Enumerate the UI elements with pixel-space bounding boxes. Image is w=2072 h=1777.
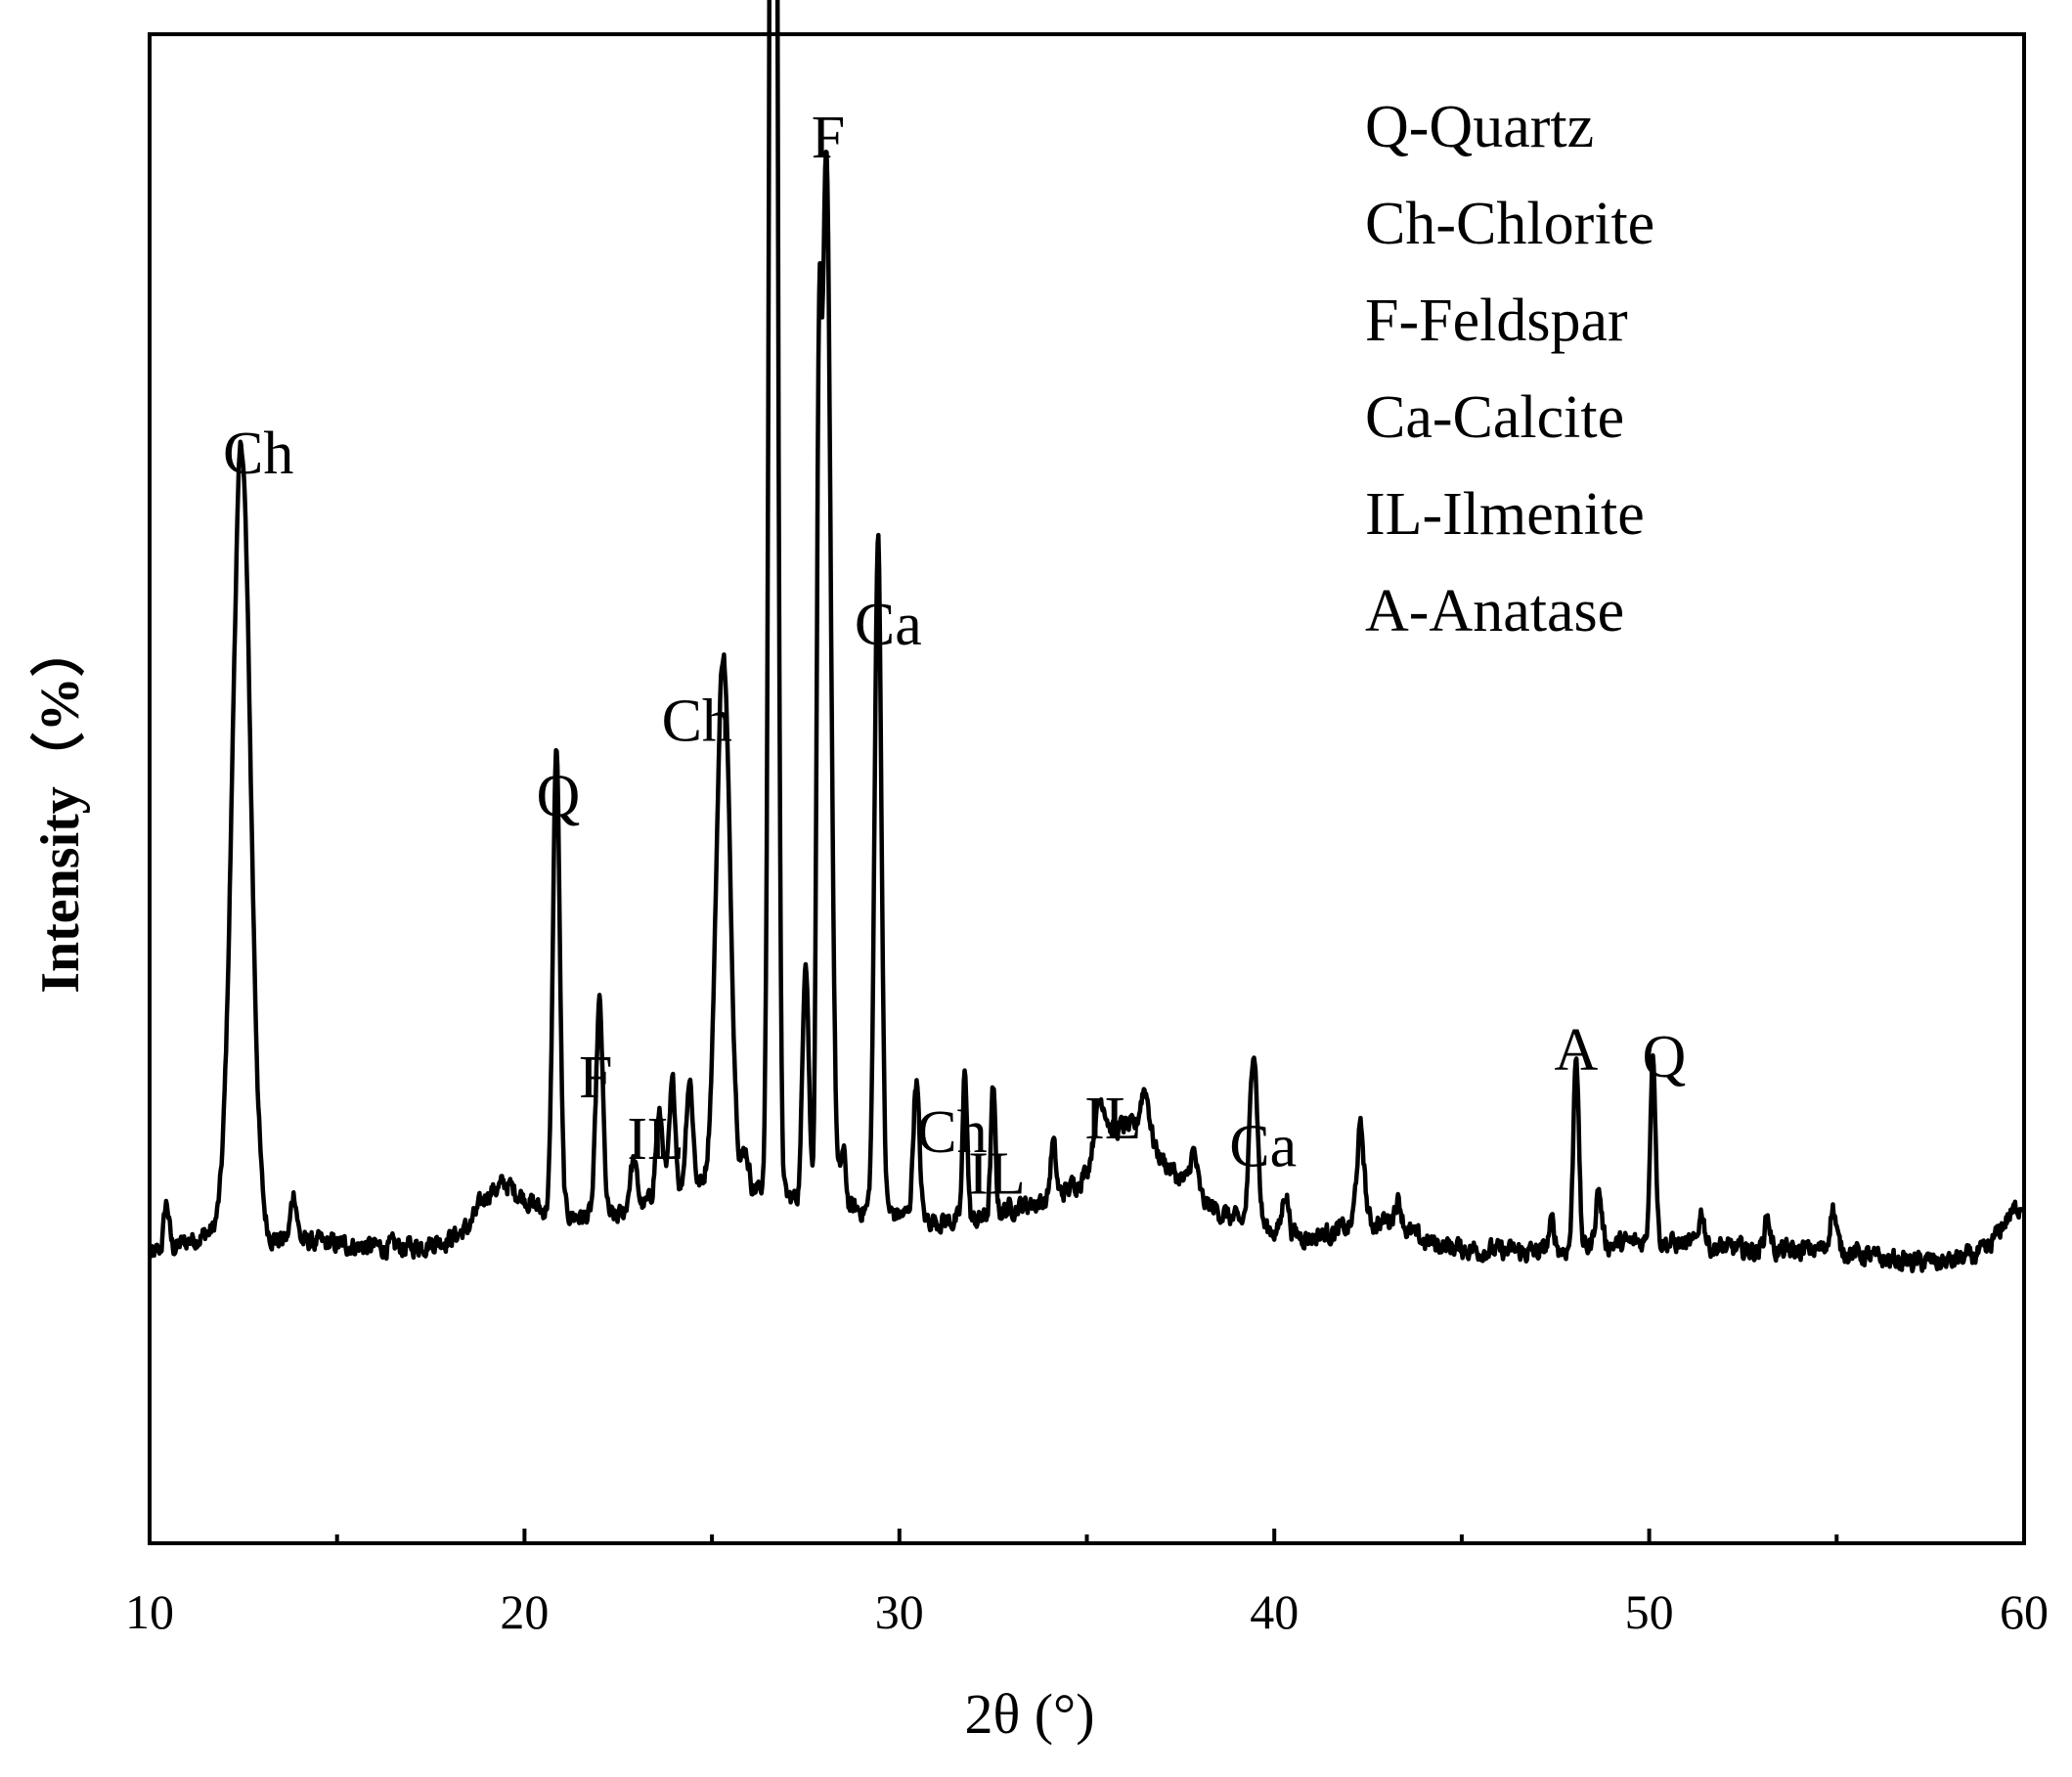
legend-entry: Ch-Chlorite (1365, 191, 1654, 257)
legend-entry: Ca-Calcite (1365, 384, 1624, 451)
peak-label: Ch (223, 421, 293, 487)
legend-entry: A-Anatase (1365, 578, 1624, 644)
peak-labels: ChQFILChQFCaChILILCaAQ (223, 105, 1687, 1207)
x-tick-label: 10 (125, 1584, 174, 1639)
x-tick-label: 60 (2000, 1584, 2049, 1639)
xrd-pattern-line (147, 0, 2027, 1274)
peak-label: Q (537, 764, 581, 830)
x-axis-label: 2θ (°) (964, 1682, 1094, 1746)
peak-label: Ch (662, 688, 732, 754)
peak-label: Ca (855, 592, 922, 658)
peak-label: IL (1084, 1086, 1142, 1152)
peak-label: F (579, 1044, 612, 1111)
peak-label: F (812, 105, 845, 171)
x-tick-label: 20 (500, 1584, 549, 1639)
legend-entry: IL-Ilmenite (1365, 481, 1645, 548)
legend: Q-Quartz Ch-Chlorite F-Feldspar Ca-Calcite I… (1365, 94, 1654, 644)
y-axis-label: Intensity（%） (29, 622, 91, 994)
plot-area-frame (148, 32, 2026, 1545)
peak-label: Ca (1229, 1113, 1297, 1179)
peak-label: Ch (916, 1099, 987, 1166)
x-tick-label: 30 (875, 1584, 924, 1639)
x-tick-label: 40 (1250, 1584, 1299, 1639)
peak-label: Q (1643, 1024, 1687, 1090)
peak-label: IL (968, 1140, 1026, 1207)
x-axis-tick-labels: 10 20 30 40 50 60 (125, 1584, 2049, 1639)
legend-entry: F-Feldspar (1365, 288, 1628, 354)
peak-label: IL (627, 1106, 684, 1173)
legend-entry: Q-Quartz (1365, 94, 1594, 160)
x-tick-label: 50 (1625, 1584, 1674, 1639)
x-axis-ticks (148, 1529, 2026, 1543)
peak-label: A (1554, 1017, 1598, 1084)
